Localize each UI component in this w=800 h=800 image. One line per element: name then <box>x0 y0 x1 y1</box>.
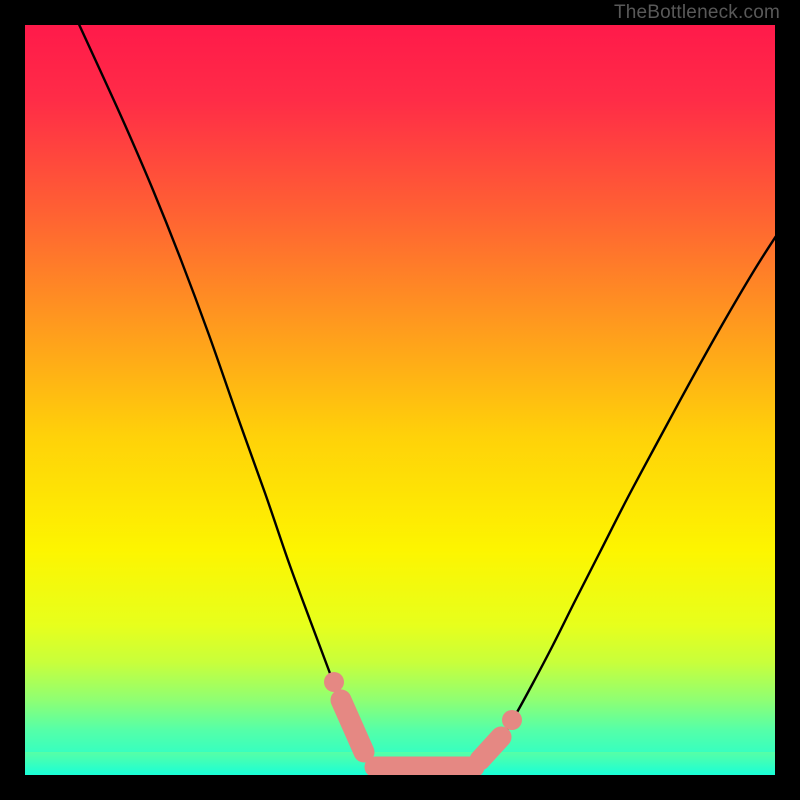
highlight-marker-stroke <box>480 737 501 760</box>
highlight-marker-dot <box>324 672 344 692</box>
highlight-markers <box>25 25 775 775</box>
highlight-marker-dot <box>502 710 522 730</box>
watermark-text: TheBottleneck.com <box>614 2 780 24</box>
marker-group <box>324 672 522 767</box>
highlight-marker-stroke <box>341 700 364 752</box>
plot-area <box>25 25 775 775</box>
